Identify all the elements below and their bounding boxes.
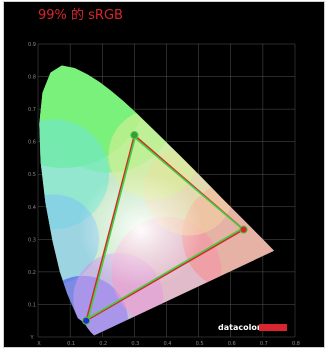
brand-name: datacolor (218, 323, 261, 332)
locus-color-blob-2 (39, 119, 110, 230)
primary-marker-1 (130, 131, 139, 140)
x-tick-label-1: 0.1 (67, 341, 75, 347)
datacolor-logo: datacolor (218, 323, 287, 332)
primary-marker-2 (82, 316, 91, 325)
x-tick-label-2: 0.2 (99, 341, 107, 347)
y-tick-label-8: 0.8 (28, 75, 36, 81)
x-tick-label-3: 0.3 (131, 341, 139, 347)
x-tick-label-4: 0.4 (164, 341, 172, 347)
x-tick-label-0: X (37, 341, 41, 347)
white-point-glow (78, 171, 203, 288)
y-tick-label-0: Y (29, 335, 34, 341)
y-tick-label-4: 0.4 (28, 205, 36, 211)
y-tick-label-2: 0.2 (28, 270, 36, 276)
y-tick-label-1: 0.1 (28, 302, 36, 308)
gamut-triangle-0 (85, 134, 245, 322)
gamut-triangle-1 (87, 137, 243, 319)
x-tick-label-6: 0.6 (228, 341, 236, 347)
y-tick-label-3: 0.3 (28, 237, 36, 243)
tick-labels: X 0.1 0.2 0.3 0.4 0.5 0.6 0.7 0.8 Y 0.1 0.2 0.3 0.4 0.… (28, 42, 300, 347)
primary-marker-0 (239, 225, 248, 234)
locus-color-blob-3 (39, 194, 100, 285)
y-tick-label-7: 0.7 (28, 107, 36, 113)
brand-bar (259, 324, 287, 331)
y-tick-label-5: 0.5 (28, 172, 36, 178)
x-tick-label-8: 0.8 (292, 341, 300, 347)
x-tick-label-7: 0.7 (260, 341, 268, 347)
y-tick-label-9: 0.9 (28, 42, 36, 48)
chart-title: 99% 的 sRGB (38, 8, 123, 23)
gamut-triangles (82, 131, 248, 325)
y-tick-label-6: 0.6 (28, 140, 36, 146)
x-tick-label-5: 0.5 (196, 341, 204, 347)
